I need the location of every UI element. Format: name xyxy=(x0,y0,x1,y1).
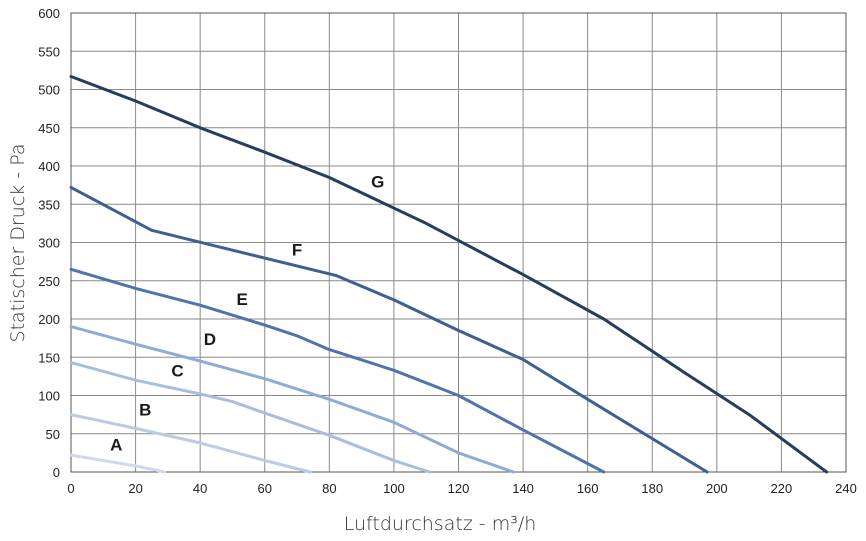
tick-labels: 0 20 40 60 80 100 120 140 160 180 200 220 240 0 50 100 1… xyxy=(38,6,857,496)
x-tick-label: 100 xyxy=(383,481,405,496)
series-label-e: E xyxy=(236,290,247,309)
x-tick-label: 0 xyxy=(67,481,74,496)
x-tick-label: 220 xyxy=(771,481,793,496)
x-tick-label: 140 xyxy=(512,481,534,496)
y-tick-label: 250 xyxy=(38,274,60,289)
x-tick-label: 40 xyxy=(193,481,207,496)
series-label-d: D xyxy=(204,330,216,349)
y-tick-label: 550 xyxy=(38,44,60,59)
x-tick-label: 120 xyxy=(448,481,470,496)
x-axis-title: Luftdurchsatz - m³/h xyxy=(344,513,537,535)
curve-labels: AB C D E F G xyxy=(110,172,384,454)
series-line-g xyxy=(69,75,829,474)
x-tick-label: 180 xyxy=(641,481,663,496)
series-label-g: G xyxy=(371,172,384,191)
series-line-e xyxy=(69,267,606,474)
y-tick-label: 400 xyxy=(38,159,60,174)
y-axis-title: Statischer Druck - Pa xyxy=(7,144,29,343)
y-tick-label: 600 xyxy=(38,6,60,21)
series-label-c: C xyxy=(171,361,183,380)
series-line-a xyxy=(69,453,167,474)
y-tick-label: 150 xyxy=(38,350,60,365)
plot-frame xyxy=(70,12,847,473)
x-tick-label: 60 xyxy=(258,481,272,496)
y-tick-label: 350 xyxy=(38,197,60,212)
y-tick-label: 500 xyxy=(38,83,60,98)
series-line-d xyxy=(69,325,515,474)
series-line-f xyxy=(69,185,709,474)
y-tick-label: 200 xyxy=(38,312,60,327)
x-tick-label: 240 xyxy=(835,481,857,496)
series-label-a: A xyxy=(110,436,122,455)
x-tick-label: 80 xyxy=(322,481,336,496)
x-tick-label: 20 xyxy=(128,481,142,496)
x-tick-label: 200 xyxy=(706,481,728,496)
y-tick-label: 0 xyxy=(53,465,60,480)
y-tick-label: 300 xyxy=(38,236,60,251)
y-tick-label: 50 xyxy=(46,427,60,442)
series-curves xyxy=(69,75,829,474)
x-tick-label: 160 xyxy=(577,481,599,496)
series-label-f: F xyxy=(292,241,302,260)
y-tick-label: 450 xyxy=(38,121,60,136)
grid xyxy=(70,12,847,473)
series-line-b xyxy=(69,413,312,474)
series-label-b: B xyxy=(139,400,151,419)
y-tick-label: 100 xyxy=(38,389,60,404)
series-line-c xyxy=(69,361,431,474)
